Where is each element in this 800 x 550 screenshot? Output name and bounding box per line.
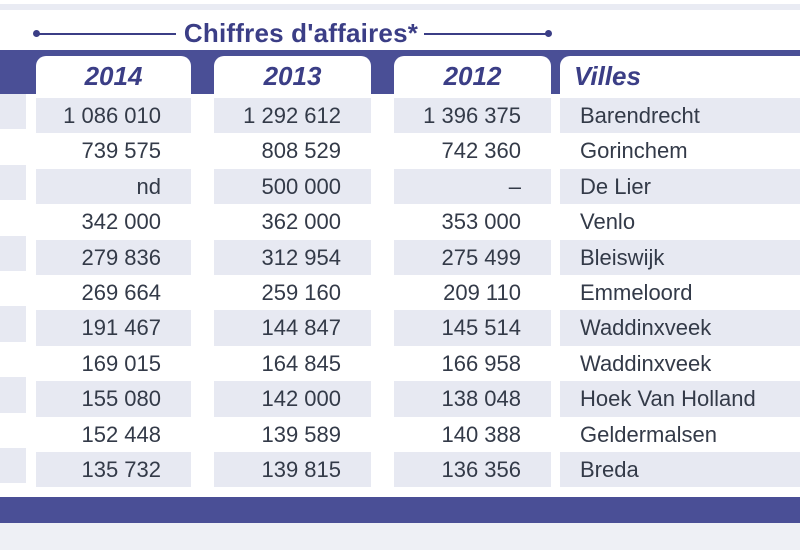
rule-dot-right bbox=[545, 30, 552, 37]
table-cell-ville: Emmeloord bbox=[580, 279, 693, 305]
stub-row bbox=[0, 377, 26, 413]
stub-row bbox=[0, 129, 26, 164]
table-cell-y2012: 209 110 bbox=[443, 279, 521, 305]
table-cell-ville: Hoek Van Holland bbox=[560, 381, 800, 417]
table-cell-y2012: 138 048 bbox=[394, 381, 551, 417]
table-cell-y2012: 136 356 bbox=[394, 451, 551, 488]
table-cell-y2013: 164 845 bbox=[261, 350, 341, 376]
stub-row bbox=[0, 306, 26, 342]
stub-row bbox=[0, 94, 26, 130]
table-cell-y2012: 140 388 bbox=[441, 421, 521, 447]
table-cell-ville: Venlo bbox=[580, 209, 636, 235]
table-cell-ville: Breda bbox=[560, 451, 800, 488]
table-title: Chiffres d'affaires* bbox=[183, 18, 419, 48]
table-cell-y2014: 342 000 bbox=[81, 209, 161, 235]
stub-row bbox=[0, 271, 26, 306]
rule-line-left bbox=[36, 33, 176, 35]
stub-row bbox=[0, 235, 26, 271]
column-header-villes: Villes bbox=[574, 61, 641, 91]
column-villes: Villes Barendrecht Gorinchem De Lier Venlo B… bbox=[560, 56, 800, 492]
table-cell-ville: Geldermalsen bbox=[580, 421, 717, 447]
table-cell-y2014: 152 448 bbox=[81, 421, 161, 447]
left-stub-column bbox=[0, 94, 26, 492]
table-cell-y2013: 808 529 bbox=[261, 138, 341, 164]
table-cell-ville: Gorinchem bbox=[580, 138, 688, 164]
stub-row bbox=[0, 413, 26, 448]
table-cell-y2012: 742 360 bbox=[441, 138, 521, 164]
table-cell-ville: Barendrecht bbox=[560, 98, 800, 134]
table-cell-y2012: 1 396 375 bbox=[394, 98, 551, 134]
table-cell-y2014: 169 015 bbox=[81, 350, 161, 376]
table-cell-y2014: nd bbox=[36, 168, 191, 205]
table-cell-ville: Bleiswijk bbox=[560, 239, 800, 275]
table-cell-ville: Waddinxveek bbox=[560, 310, 800, 346]
column-header-2013: 2013 bbox=[263, 61, 322, 91]
table-cell-ville: Waddinxveek bbox=[580, 350, 712, 376]
table-cell-y2013: 1 292 612 bbox=[214, 98, 371, 134]
table-cell-y2012: – bbox=[394, 168, 551, 205]
table-cell-y2014: 279 836 bbox=[36, 239, 191, 275]
column-2014: 2014 1 086 010 739 575 nd 342 000 279 836 269… bbox=[36, 56, 191, 492]
table-cell-y2013: 362 000 bbox=[261, 209, 341, 235]
rule-line-right bbox=[424, 33, 548, 35]
column-2013: 2013 1 292 612 808 529 500 000 362 000 312 9… bbox=[214, 56, 371, 492]
stub-row bbox=[0, 342, 26, 377]
table-cell-y2013: 139 815 bbox=[214, 451, 371, 488]
table-header-title: Chiffres d'affaires* bbox=[0, 14, 800, 48]
column-header-2012: 2012 bbox=[443, 61, 502, 91]
table-cell-y2013: 142 000 bbox=[214, 381, 371, 417]
table-cell-y2013: 500 000 bbox=[214, 168, 371, 205]
table-cell-y2013: 144 847 bbox=[214, 310, 371, 346]
table-cell-y2014: 155 080 bbox=[36, 381, 191, 417]
table-cell-y2014: 1 086 010 bbox=[36, 98, 191, 134]
stub-row bbox=[0, 164, 26, 201]
stub-row bbox=[0, 200, 26, 235]
table-cell-y2013: 139 589 bbox=[261, 421, 341, 447]
footer-shade bbox=[0, 523, 800, 550]
table-cell-y2014: 269 664 bbox=[81, 279, 161, 305]
table-cell-y2012: 275 499 bbox=[394, 239, 551, 275]
table-cell-y2014: 739 575 bbox=[81, 138, 161, 164]
column-2012: 2012 1 396 375 742 360 – 353 000 275 499 209 … bbox=[394, 56, 551, 492]
footer-band bbox=[0, 497, 800, 523]
column-header-2014: 2014 bbox=[84, 61, 143, 91]
stub-row bbox=[0, 447, 26, 484]
table-cell-ville: De Lier bbox=[560, 168, 800, 205]
table-cell-y2012: 145 514 bbox=[394, 310, 551, 346]
table-cell-y2013: 312 954 bbox=[214, 239, 371, 275]
table-cell-y2012: 353 000 bbox=[441, 209, 521, 235]
table-cell-y2012: 166 958 bbox=[441, 350, 521, 376]
table-cell-y2014: 135 732 bbox=[36, 451, 191, 488]
top-divider bbox=[0, 4, 800, 10]
table-cell-y2014: 191 467 bbox=[36, 310, 191, 346]
table-cell-y2013: 259 160 bbox=[261, 279, 341, 305]
